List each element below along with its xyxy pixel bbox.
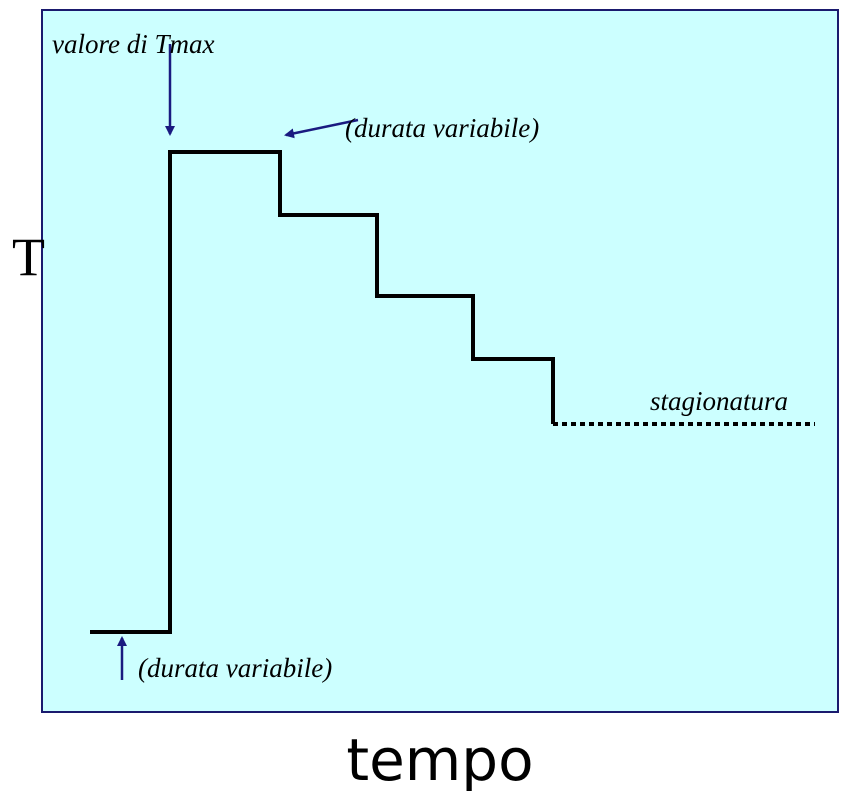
duration-top-arrow [284, 118, 359, 139]
curing-label: stagionatura [650, 386, 788, 416]
tmax-label: valore di Tmax [52, 29, 214, 59]
duration-bottom-label: (durata variabile) [138, 653, 332, 683]
y-axis-label: T [12, 227, 45, 287]
duration-top-label: (durata variabile) [345, 113, 539, 143]
temperature-profile [90, 150, 555, 634]
x-axis-label: tempo [346, 726, 533, 791]
